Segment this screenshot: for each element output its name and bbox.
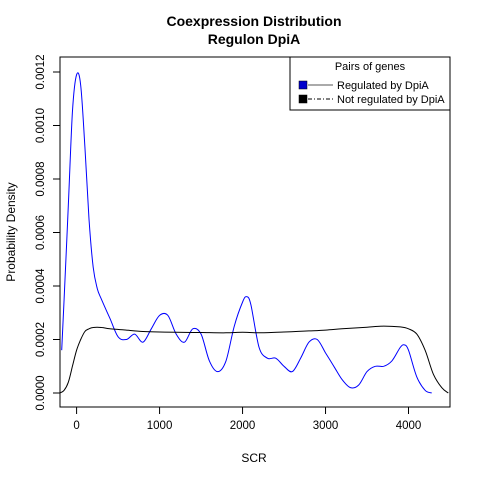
y-tick-label: 0.0010 bbox=[35, 108, 47, 143]
y-tick-label: 0.0012 bbox=[35, 54, 47, 89]
y-tick-label: 0.0004 bbox=[35, 268, 47, 304]
plot-area: 0 1000 2000 3000 4000 0.0000 0.0002 0.0004 0.000… bbox=[35, 54, 451, 432]
chart-title: Coexpression Distribution bbox=[166, 13, 341, 29]
y-tick-label: 0.0006 bbox=[35, 215, 47, 250]
legend-box bbox=[289, 56, 451, 111]
legend-entry-label: Regulated by DpiA bbox=[337, 80, 429, 92]
y-tick-label: 0.0008 bbox=[35, 161, 47, 196]
y-tick-label: 0.0000 bbox=[35, 375, 47, 410]
series-line-1 bbox=[61, 72, 432, 394]
x-tick-label: 2000 bbox=[230, 420, 256, 432]
legend-swatch bbox=[298, 94, 308, 104]
x-tick-label: 0 bbox=[73, 420, 79, 432]
x-axis-label: SCR bbox=[241, 451, 267, 465]
y-tick-label: 0.0002 bbox=[35, 322, 47, 357]
legend-title: Pairs of genes bbox=[335, 61, 406, 73]
y-axis-label: Probability Density bbox=[4, 182, 18, 281]
x-tick-label: 1000 bbox=[147, 420, 173, 432]
x-tick-label: 4000 bbox=[396, 420, 422, 432]
legend: Pairs of genes Regulated by DpiA Not regul… bbox=[289, 56, 451, 111]
legend-swatch bbox=[298, 80, 308, 90]
x-tick-label: 3000 bbox=[313, 420, 339, 432]
series-line-2 bbox=[59, 325, 449, 394]
chart-subtitle: Regulon DpiA bbox=[208, 31, 301, 47]
legend-entry-label: Not regulated by DpiA bbox=[337, 94, 445, 106]
